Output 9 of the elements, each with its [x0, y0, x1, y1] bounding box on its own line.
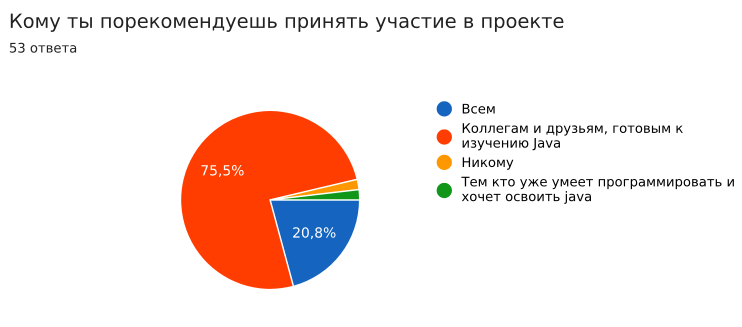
text: 53 ответа [10, 42, 76, 53]
chart-title: Кому ты порекомендуешь принять участие в проекте [10, 14, 564, 32]
data-label: 75,5% [201, 165, 244, 177]
legend-label: Тем кто уже умеет программировать и хочет освоить java [461, 176, 734, 204]
data-label: 20,8% [293, 227, 336, 240]
legend-label: Коллегам и друзьям, готовым к изучению Java [462, 123, 683, 150]
legend-label: Всем [462, 104, 495, 114]
pie-slice [180, 110, 358, 290]
legend-label: Никому [462, 157, 514, 170]
